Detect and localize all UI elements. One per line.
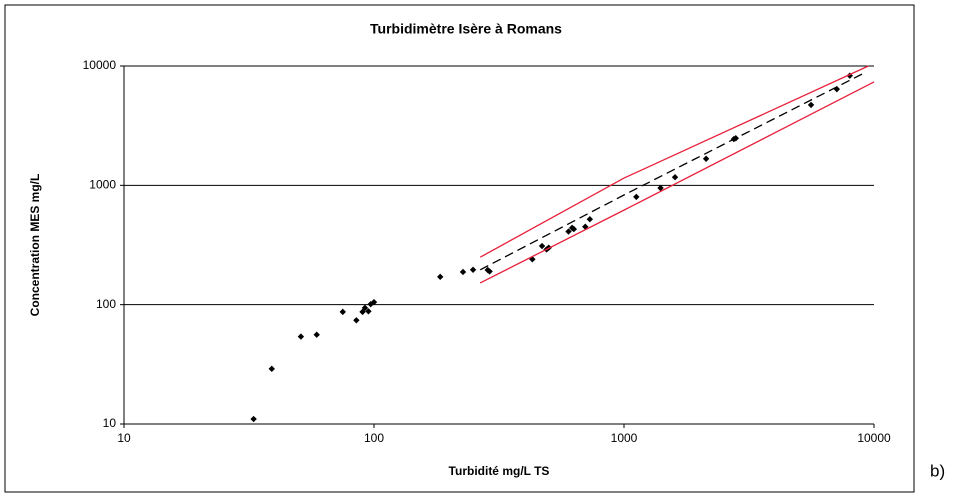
point <box>370 298 378 306</box>
point <box>486 268 493 275</box>
point <box>538 242 546 250</box>
chart-title: Turbidimètre Isère à Romans <box>370 21 562 37</box>
point <box>365 308 372 315</box>
fit-line <box>479 81 875 284</box>
point <box>297 333 305 340</box>
x-tick-label: 100 <box>364 431 384 445</box>
point <box>633 193 640 201</box>
point <box>437 273 444 281</box>
annotation: b) <box>930 461 945 480</box>
point <box>807 101 815 109</box>
fit-line <box>479 65 869 258</box>
fit-line <box>479 71 867 271</box>
y-axis-label: Concentration MES mg/L <box>28 174 42 317</box>
chart-border <box>4 4 915 493</box>
point <box>353 317 360 324</box>
x-tick-label: 10 <box>117 431 131 445</box>
point <box>582 223 589 230</box>
y-tick-label: 10000 <box>83 58 117 72</box>
point <box>586 216 594 223</box>
point <box>250 415 257 423</box>
y-tick-label: 10 <box>103 416 117 430</box>
point <box>529 256 536 263</box>
x-tick-label: 1000 <box>611 431 638 445</box>
point <box>459 268 467 276</box>
point <box>565 228 572 235</box>
point <box>469 266 477 273</box>
point <box>657 184 664 192</box>
point <box>313 331 320 338</box>
y-tick-label: 1000 <box>89 178 116 192</box>
point <box>361 304 369 312</box>
x-tick-label: 10000 <box>857 431 891 445</box>
point <box>671 173 679 181</box>
x-axis-label: Turbidité mg/L TS <box>449 464 550 478</box>
point <box>570 225 578 233</box>
point <box>702 155 710 162</box>
y-tick-label: 100 <box>96 297 116 311</box>
point <box>339 308 346 316</box>
point <box>268 365 275 373</box>
